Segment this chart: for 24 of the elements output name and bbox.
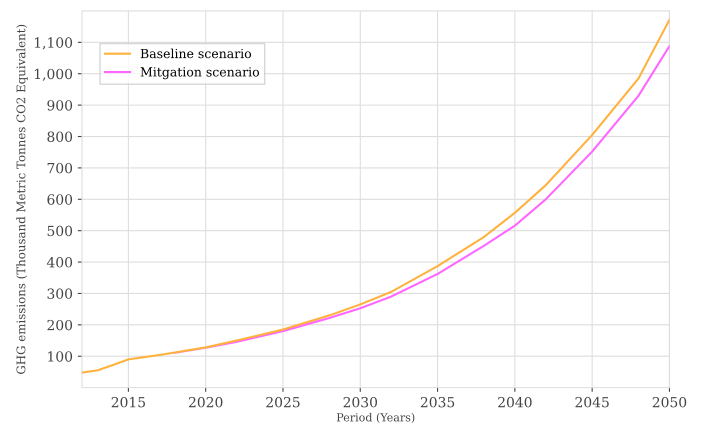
x-tick-label: 2045: [575, 396, 609, 408]
y-tick-label: 200: [47, 320, 72, 330]
legend-label: Mitgation scenario: [140, 67, 260, 80]
x-tick-label: 2015: [112, 396, 145, 408]
x-tick-label: 2040: [498, 396, 532, 408]
y-tick-label: 600: [47, 194, 72, 205]
y-tick-label: 1,000: [34, 68, 72, 81]
x-tick-label: 2025: [266, 396, 300, 408]
y-tick-label: 900: [47, 100, 72, 111]
x-tick-label: 2020: [188, 396, 222, 408]
y-tick-label: 500: [48, 226, 72, 236]
y-tick-label: 300: [48, 288, 72, 299]
y-tick-label: 800: [47, 131, 72, 142]
line-series: [82, 18, 670, 374]
y-tick-label: 100: [48, 351, 72, 362]
y-tick-label: 1,100: [34, 37, 72, 50]
x-tick-label: 2030: [344, 396, 378, 408]
y-tick-label: 400: [46, 257, 72, 268]
y-tick-label: 700: [48, 162, 72, 174]
legend-label: Baseline scenario: [140, 48, 252, 58]
x-axis-title: Period (Years): [336, 412, 414, 424]
x-tick-label: 2035: [420, 396, 454, 408]
x-tick-label: 2050: [652, 396, 686, 408]
y-axis-title: GHG emissions (Thousand Metric Tonnes CO2 Equivalent): [16, 24, 28, 374]
